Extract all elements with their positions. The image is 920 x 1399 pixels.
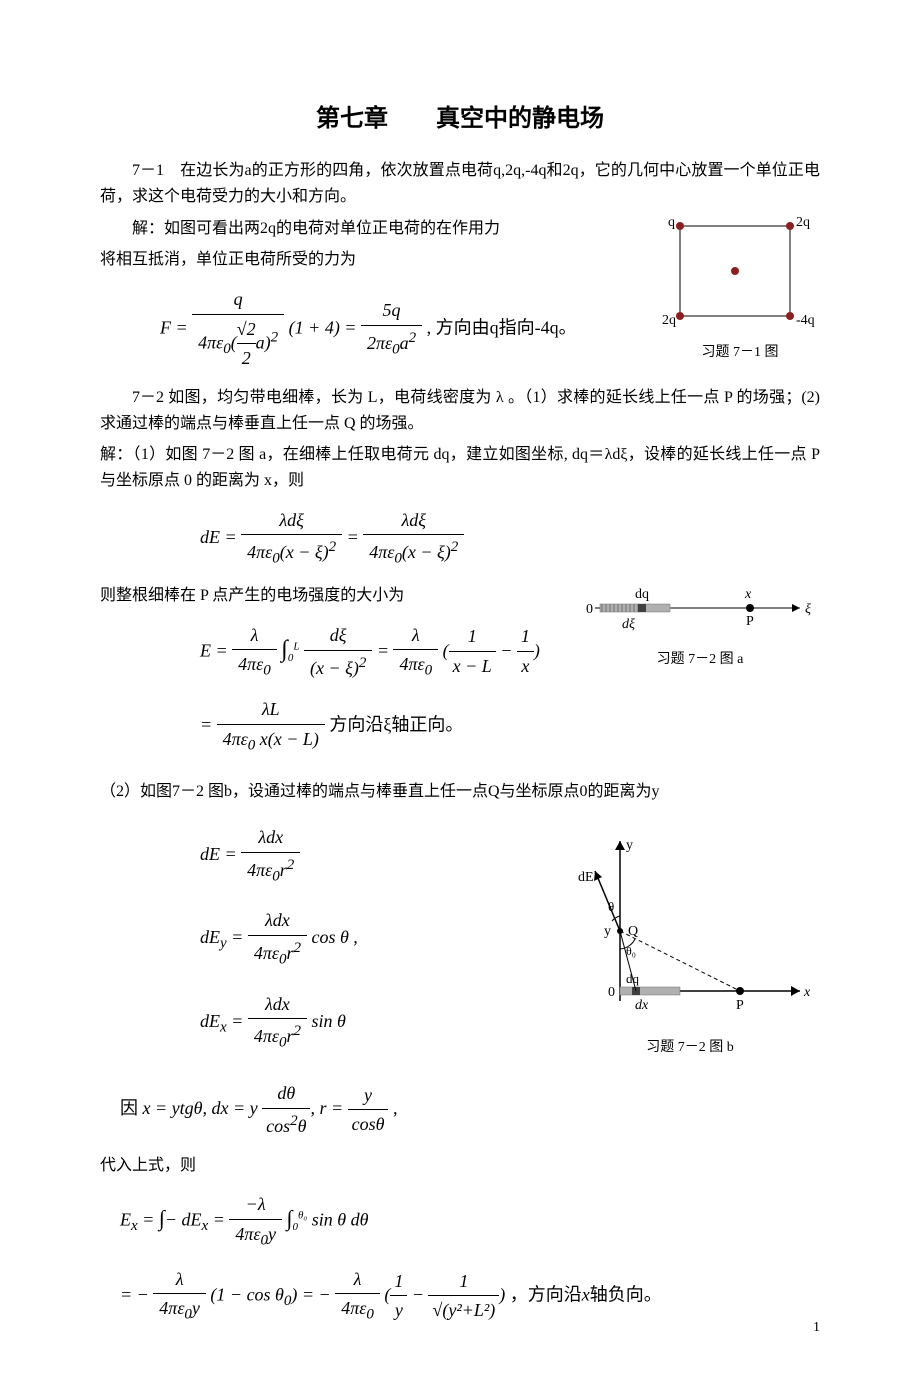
p7-2-formula-b1: dE = λdx 4πε0r2: [200, 823, 540, 888]
fig71-2q-bl: 2q: [662, 313, 676, 328]
svg-text:θ: θ: [608, 899, 614, 914]
p7-2-formula-b2: dEy = λdx 4πε0r2 cos θ ,: [200, 906, 540, 971]
svg-text:ξ: ξ: [805, 602, 811, 617]
svg-text:dq: dq: [626, 971, 640, 986]
p7-2-formula-a1: dE = λdξ 4πε0(x − ξ)2 = λdξ 4πε0(x − ξ)2: [200, 506, 820, 571]
p7-1-sol2: 将相互抵消，单位正电荷所受的力为: [100, 247, 640, 273]
p7-2-formula-b4: 因 x = ytgθ, dx = y dθ cos2θ , r = y cosθ…: [120, 1079, 820, 1141]
p7-2-sol-b2: 代入上式，则: [100, 1153, 820, 1179]
p7-2-sol-a1: 解：（1）如图 7－2 图 a，在细棒上任取电荷元 dq，建立如图坐标, dq＝…: [100, 442, 820, 493]
svg-text:Q: Q: [628, 924, 638, 939]
p7-1-formula: F = q 4πε0(√22a)2 (1 + 4) = 5q 2πε0a2 , …: [160, 285, 640, 373]
svg-text:dx: dx: [635, 998, 649, 1013]
p7-2-formula-a3: = λL 4πε0 x(x − L) 方向沿ξ轴正向。: [200, 695, 560, 757]
p7-2-formula-b5: Ex = ∫− dEx = −λ 4πε0y ∫0θ₀ sin θ dθ: [120, 1190, 820, 1252]
p7-2-sol-a2: 则整根细棒在 P 点产生的电场强度的大小为: [100, 583, 560, 609]
svg-text:P: P: [736, 998, 744, 1013]
fig-7-1: q 2q 2q -4q: [660, 216, 820, 336]
svg-text:x: x: [744, 587, 752, 602]
p7-2-formula-b3: dEx = λdx 4πε0r2 sin θ: [200, 990, 540, 1055]
p7-2-formula-a2: E = λ 4πε0 ∫0L dξ (x − ξ)2 = λ 4πε0 ( 1 …: [200, 621, 560, 683]
fig71-q: q: [668, 216, 675, 230]
svg-text:y: y: [626, 838, 633, 853]
svg-text:dξ: dξ: [622, 617, 635, 632]
p7-2-sol-b1: （2）如图7－2 图b，设通过棒的端点与棒垂直上任一点Q与坐标原点0的距离为y: [100, 779, 820, 805]
fig-7-2a: 0 dq dξ x P ξ: [580, 573, 820, 643]
chapter-title: 第七章 真空中的静电场: [100, 100, 820, 138]
svg-text:y: y: [604, 924, 611, 939]
fig71-m4q: -4q: [796, 313, 815, 328]
p7-2-problem: 7－2 如图，均匀带电细棒，长为 L，电荷线密度为 λ 。（1）求棒的延长线上任…: [100, 385, 820, 436]
fig-7-2a-caption: 习题 7－2 图 a: [580, 649, 820, 671]
svg-text:dE: dE: [578, 870, 594, 885]
p7-2-formula-b6: = − λ 4πε0y (1 − cos θ0) = − λ 4πε0 ( 1 …: [120, 1265, 820, 1327]
svg-text:0: 0: [608, 985, 615, 1000]
fig71-2q-tr: 2q: [796, 216, 810, 230]
page-number: 1: [813, 1317, 820, 1339]
svg-text:P: P: [746, 614, 754, 629]
svg-text:θ₀: θ₀: [626, 944, 636, 958]
p7-1-sol1: 解：如图可看出两2q的电荷对单位正电荷的在作用力: [100, 216, 640, 242]
svg-text:x: x: [803, 985, 811, 1000]
fig-7-2b: 0 dx dq Q y dE θ θ₀ P x y: [560, 831, 820, 1031]
fig-7-1-caption: 习题 7－1 图: [660, 342, 820, 364]
svg-text:0: 0: [586, 602, 593, 617]
fig-7-2b-caption: 习题 7－2 图 b: [560, 1037, 820, 1059]
p7-1-problem: 7－1 在边长为a的正方形的四角，依次放置点电荷q,2q,-4q和2q，它的几何…: [100, 158, 820, 209]
svg-text:dq: dq: [635, 587, 649, 602]
